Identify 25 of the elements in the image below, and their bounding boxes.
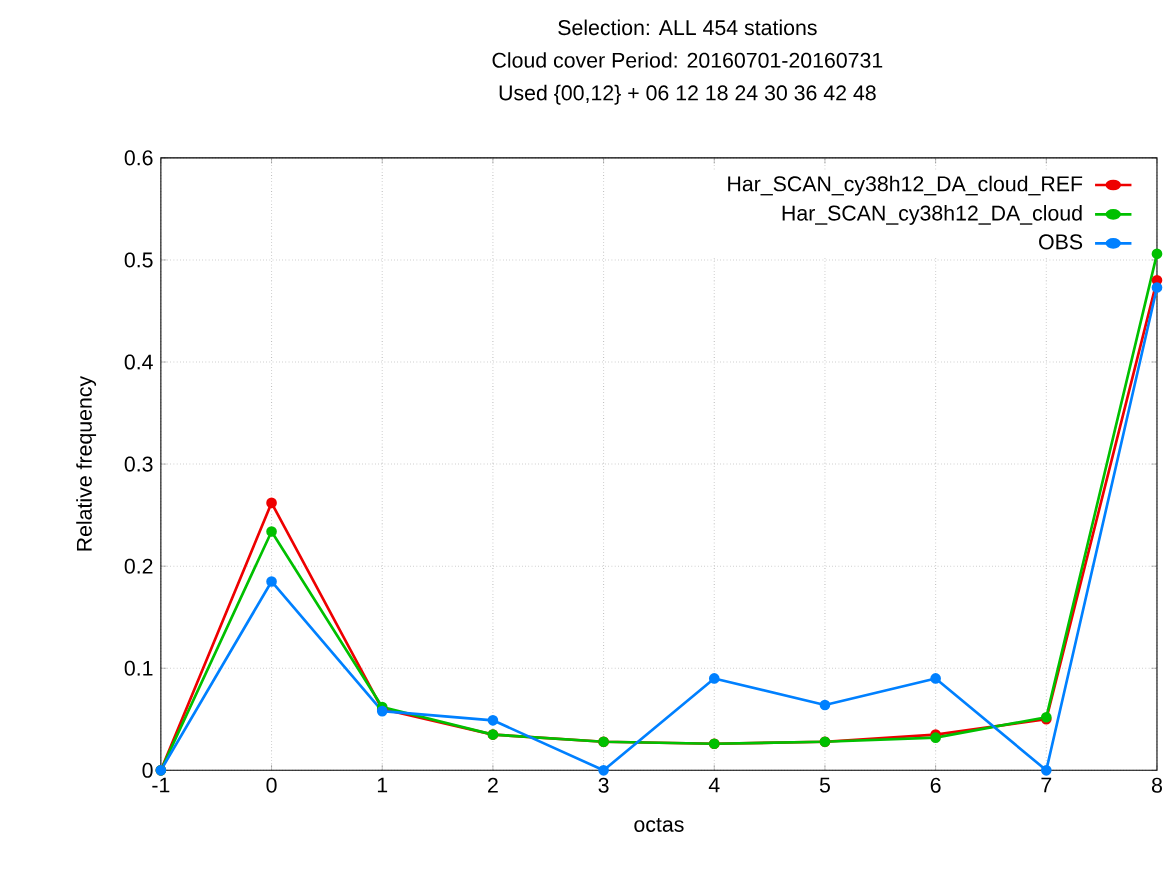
x-tick-label: 0: [266, 777, 277, 793]
x-tick-label: 8: [1151, 777, 1162, 793]
text: Used {00,12} + 06 12 18 24 30 36 42 48: [499, 84, 876, 105]
chart-title: Selection: ALL 454 stations: [558, 19, 817, 36]
chart-subtitle: Cloud cover Period: 20160701-20160731: [492, 52, 883, 68]
y-axis-title: Relative frequency: [76, 375, 97, 551]
y-tick-label: 0.3: [124, 456, 153, 472]
y-tick-label: 0.2: [124, 558, 153, 574]
y-tick-label: 0.6: [124, 150, 153, 166]
x-axis-title: octas: [634, 817, 684, 832]
y-tick-label: 0.5: [124, 252, 153, 268]
x-tick-label: 6: [930, 777, 941, 793]
x-tick-label: 7: [1041, 777, 1052, 793]
y-tick-label: 0.4: [124, 354, 153, 370]
x-tick-label: 4: [708, 777, 720, 793]
x-tick-label: 3: [598, 777, 609, 793]
x-tick-label: -1: [152, 777, 170, 793]
x-tick-label: 1: [377, 777, 388, 793]
x-tick-label: 5: [819, 777, 830, 793]
y-tick-label: 0: [142, 762, 153, 778]
legend-label: Har_SCAN_cy38h12_DA_cloud_REF: [728, 175, 1083, 196]
legend-label: OBS: [1039, 234, 1083, 250]
legend-label: Har_SCAN_cy38h12_DA_cloud: [782, 204, 1082, 225]
x-tick-label: 2: [488, 777, 498, 793]
y-tick-label: 0.1: [124, 660, 153, 676]
